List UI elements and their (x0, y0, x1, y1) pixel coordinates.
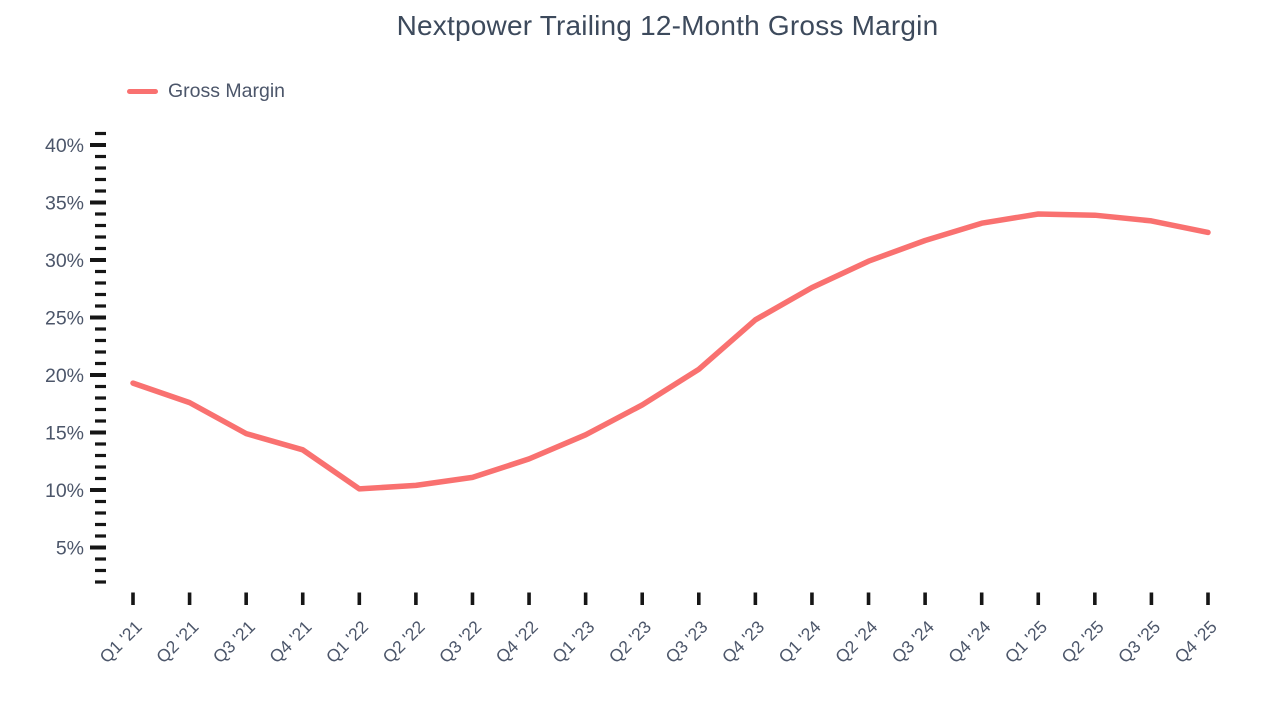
x-axis-label: Q2 '23 (605, 617, 655, 667)
x-axis-label: Q4 '24 (944, 616, 994, 666)
legend-line-swatch (127, 88, 158, 95)
y-axis-label: 5% (56, 538, 84, 560)
legend-item-gross-margin[interactable]: Gross Margin (127, 80, 285, 103)
x-axis-label: Q2 '21 (152, 617, 202, 667)
x-axis-label: Q4 '25 (1171, 617, 1221, 667)
y-axis-label: 10% (45, 480, 84, 502)
y-axis-label: 20% (45, 365, 84, 387)
y-axis-label: 15% (45, 423, 84, 445)
x-axis-label: Q3 '22 (435, 617, 485, 667)
x-axis-label: Q3 '23 (661, 617, 711, 667)
x-axis-label: Q1 '24 (775, 616, 825, 666)
gross-margin-line (130, 211, 1211, 492)
x-axis-label: Q3 '25 (1114, 617, 1164, 667)
x-axis-label: Q2 '25 (1057, 617, 1107, 667)
x-axis-label: Q1 '22 (322, 617, 372, 667)
x-axis-label: Q3 '21 (209, 617, 259, 667)
y-axis-label: 40% (45, 135, 84, 157)
y-axis-label: 35% (45, 193, 84, 215)
x-axis-label: Q4 '23 (718, 617, 768, 667)
x-axis-label: Q1 '21 (96, 617, 146, 667)
legend-label: Gross Margin (168, 80, 286, 102)
chart-title: Nextpower Trailing 12-Month Gross Margin (396, 10, 939, 41)
x-axis-label: Q4 '21 (265, 617, 315, 667)
y-axis-label: 25% (45, 308, 84, 330)
x-axis-label: Q2 '22 (379, 617, 429, 667)
x-axis-label: Q4 '22 (492, 617, 542, 667)
x-axis-label: Q3 '24 (888, 616, 938, 666)
x-axis-label: Q1 '25 (1001, 617, 1051, 667)
x-axis-label: Q1 '23 (548, 617, 598, 667)
x-axis-label: Q2 '24 (831, 616, 881, 666)
y-axis-label: 30% (45, 250, 84, 272)
